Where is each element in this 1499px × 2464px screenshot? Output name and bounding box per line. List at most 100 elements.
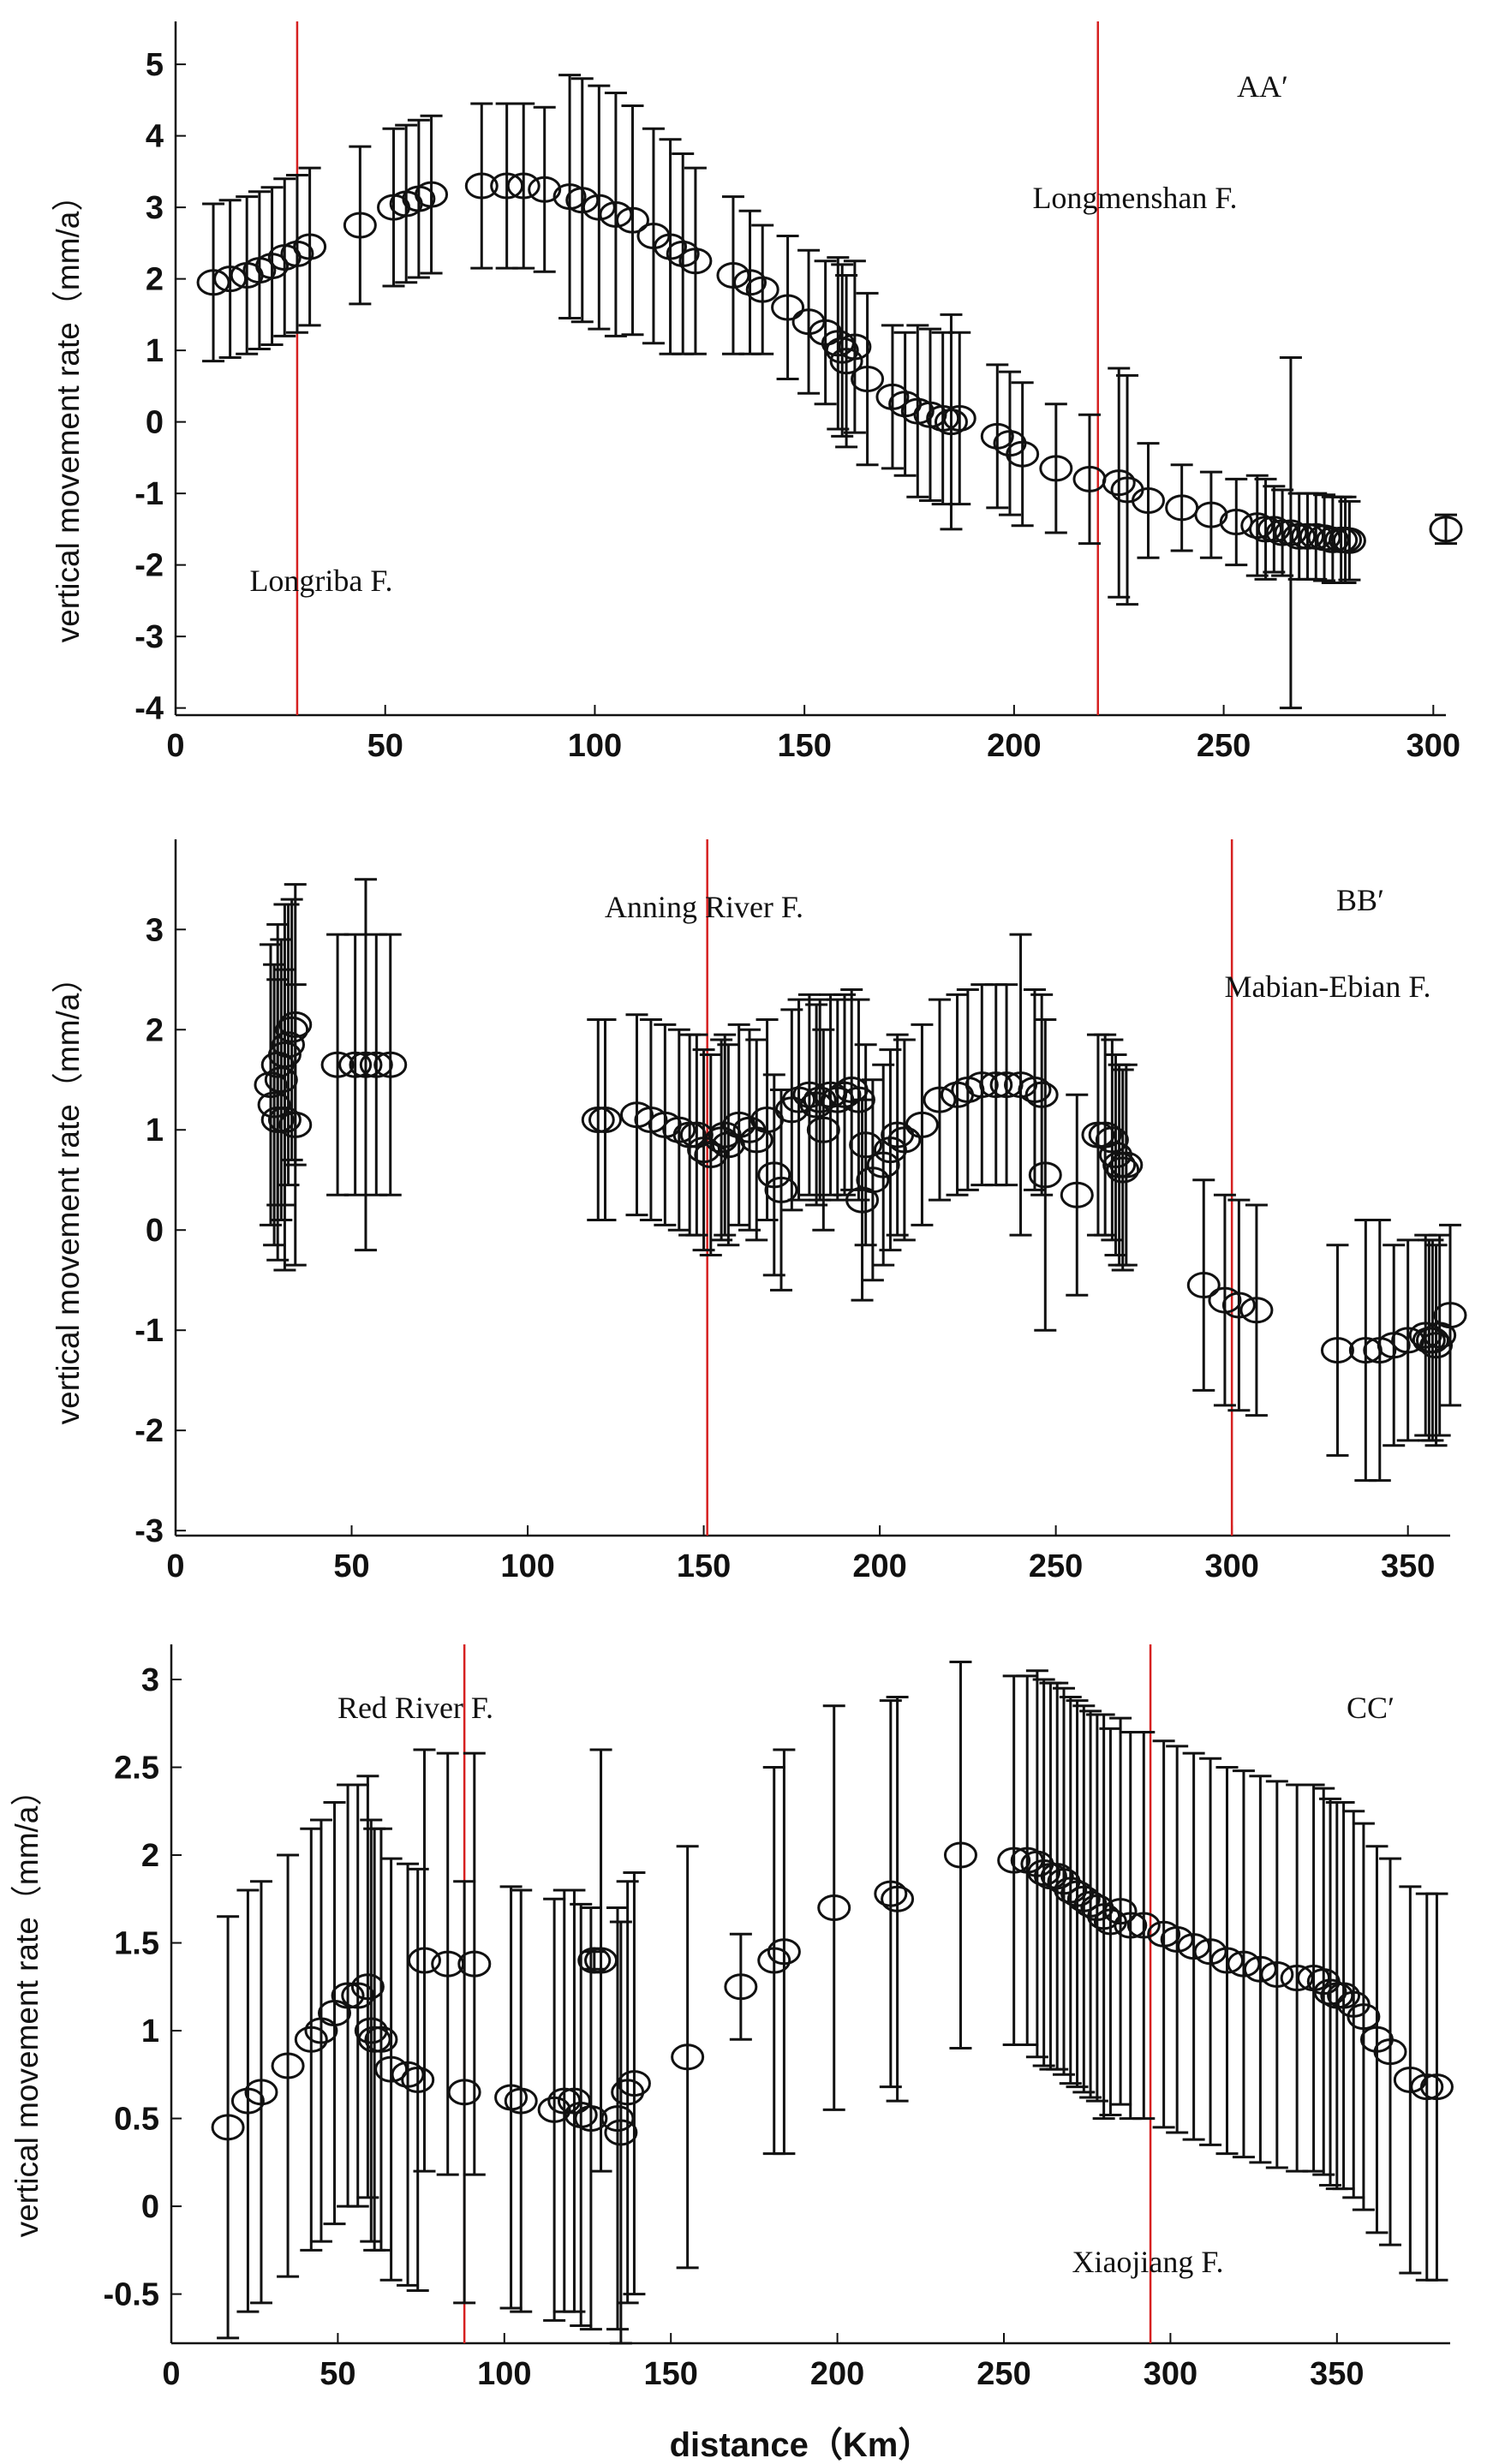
panel-aa-longriba-fault-label: Longriba F. — [249, 564, 392, 598]
panel-cc-x-tick-label: 300 — [1144, 2356, 1197, 2392]
panel-aa-error-bar — [843, 260, 866, 434]
panel-aa-data-point — [716, 261, 750, 289]
panel-aa-data-point — [980, 422, 1014, 450]
panel-bb-x-tick-label: 200 — [852, 1548, 906, 1584]
panel-aa-data-point — [1039, 455, 1073, 482]
panel-bb-data-point — [679, 1121, 714, 1148]
panel-bb-data-point — [264, 1066, 298, 1094]
panel-bb-y-tick-label: 3 — [146, 912, 164, 948]
panel-aa-data-point — [599, 200, 633, 228]
panel-bb-error-bar — [699, 1053, 722, 1256]
panel-bb-data-point — [1109, 1151, 1144, 1178]
panel-bb-error-bar — [1111, 1068, 1134, 1272]
panel-bb-data-point — [1320, 1337, 1354, 1364]
panel-bb-data-point — [1186, 1272, 1221, 1299]
panel-bb-error-bar — [1326, 1244, 1349, 1457]
panel-bb-data-point — [254, 1071, 288, 1099]
panel-aa-data-point — [829, 348, 863, 375]
panel-bb-data-point — [979, 1071, 1013, 1099]
panel-cc-error-bar — [1249, 1775, 1272, 2164]
panel-aa-data-point — [1290, 522, 1324, 550]
panel-bb-y-tick-label: 2 — [146, 1012, 164, 1048]
panel-cc-data-point — [407, 1947, 441, 1974]
panel-cc-data-point — [671, 2043, 705, 2071]
panel-aa-error-bar — [918, 327, 941, 502]
panel-cc-data-point — [1040, 1863, 1074, 1890]
panel-aa-data-point — [415, 181, 449, 208]
panel-bb-y-tick-label: -3 — [134, 1513, 164, 1549]
panel-cc-error-bar — [1379, 1857, 1402, 2246]
panel-aa-data-point — [1131, 486, 1165, 514]
panel-cc-error-bar — [463, 1751, 486, 2176]
panel-aa-data-point — [582, 194, 616, 221]
panel-cc-data-point — [943, 1841, 977, 1869]
panel-cc-data-point — [557, 2087, 591, 2115]
panel-cc-data-point — [1347, 2003, 1381, 2031]
panel-aa-data-point — [1102, 469, 1136, 497]
panel-aa-data-point — [654, 233, 688, 260]
panel-aa-data-point — [528, 176, 562, 203]
panel-cc-data-point — [1103, 1898, 1138, 1925]
panel-cc-data-point — [504, 2087, 538, 2115]
panel-aa-x-tick-label: 50 — [367, 728, 403, 764]
panel-cc-error-bar — [579, 1906, 602, 2331]
panel-aa-y-tick-label: 5 — [146, 47, 164, 83]
panel-bb-data-point — [1221, 1292, 1256, 1319]
panel-aa-profile-label: AA′ — [1237, 69, 1288, 104]
panel-bb-error-bar — [1030, 993, 1054, 1196]
panel-cc-error-bar — [822, 1704, 845, 2111]
panel-bb-data-point — [866, 1151, 900, 1178]
panel-aa-x-tick-label: 150 — [777, 728, 831, 764]
panel-aa-x-tick-label: 200 — [987, 728, 1041, 764]
panel-cc-y-tick-label: 3 — [141, 1662, 159, 1698]
panel-bb-error-bar — [946, 993, 969, 1196]
panel-cc-error-bar — [1199, 1757, 1222, 2146]
panel-aa-y-axis-label: vertical movement rate（mm/a） — [51, 180, 86, 643]
panel-cc-data-point — [1227, 1950, 1261, 1978]
panel-cc-y-tick-label: 0.5 — [114, 2102, 159, 2138]
panel-cc-x-tick-label: 150 — [644, 2356, 698, 2392]
panel-cc-error-bar — [1425, 1892, 1448, 2282]
panel-bb-data-point — [1419, 1332, 1454, 1359]
panel-bb-data-point — [373, 1051, 408, 1078]
panel-aa-data-point — [666, 240, 700, 267]
panel-aa-y-tick-label: -1 — [134, 476, 164, 512]
panel-bb-mabian-ebian-fault-label: Mabian-Ebian F. — [1224, 969, 1430, 1004]
panel-cc-error-bar — [323, 1801, 346, 2226]
panel-bb-x-tick-label: 50 — [333, 1548, 369, 1584]
panel-bb-x-tick-label: 350 — [1381, 1548, 1435, 1584]
panel-aa-error-bar — [470, 102, 493, 270]
panel-aa-data-point — [1249, 516, 1283, 543]
panel-aa-error-bar — [1170, 463, 1193, 552]
panel-bb-data-point — [1024, 1081, 1059, 1108]
panel-cc-data-point — [447, 2079, 481, 2106]
panel-cc-data-point — [1027, 1859, 1061, 1887]
panel-cc-data-point — [1210, 1947, 1245, 1974]
panel-bb-error-bar — [714, 1033, 737, 1237]
panel-aa-data-point — [565, 187, 600, 214]
panel-cc-x-tick-label: 250 — [976, 2356, 1030, 2392]
panel-cc-y-tick-label: 2 — [141, 1838, 159, 1874]
panel-aa-data-point — [1274, 519, 1308, 546]
panel-aa-x-tick-label: 100 — [568, 728, 622, 764]
panel-bb-data-point — [272, 1031, 306, 1059]
panel-aa-error-bar — [940, 313, 963, 531]
panel-aa-error-bar — [512, 102, 535, 270]
panel-aa-data-point — [745, 276, 779, 303]
panel-bb-error-bar — [727, 1023, 750, 1226]
panel-cc-error-bar — [1352, 1822, 1375, 2211]
panel-bb-data-point — [359, 1051, 393, 1078]
panel-cc-error-bar — [1016, 1674, 1039, 2046]
panel-cc-error-bar — [217, 1915, 240, 2340]
panel-aa-data-point — [678, 248, 713, 275]
panel-aa-error-bar — [382, 127, 405, 288]
panel-bb-data-point — [923, 1086, 957, 1113]
panel-bb-data-point — [1018, 1076, 1052, 1103]
panel-aa-data-point — [1194, 501, 1228, 528]
panel-cc-error-bar — [949, 1661, 972, 2050]
panel-bb-data-point — [1028, 1161, 1062, 1189]
panel-bb-data-point — [803, 1086, 837, 1113]
panel-cc-y-tick-label: 1 — [141, 2014, 159, 2049]
panel-cc-error-bar — [570, 1902, 593, 2327]
panel-aa-data-point — [942, 404, 976, 432]
